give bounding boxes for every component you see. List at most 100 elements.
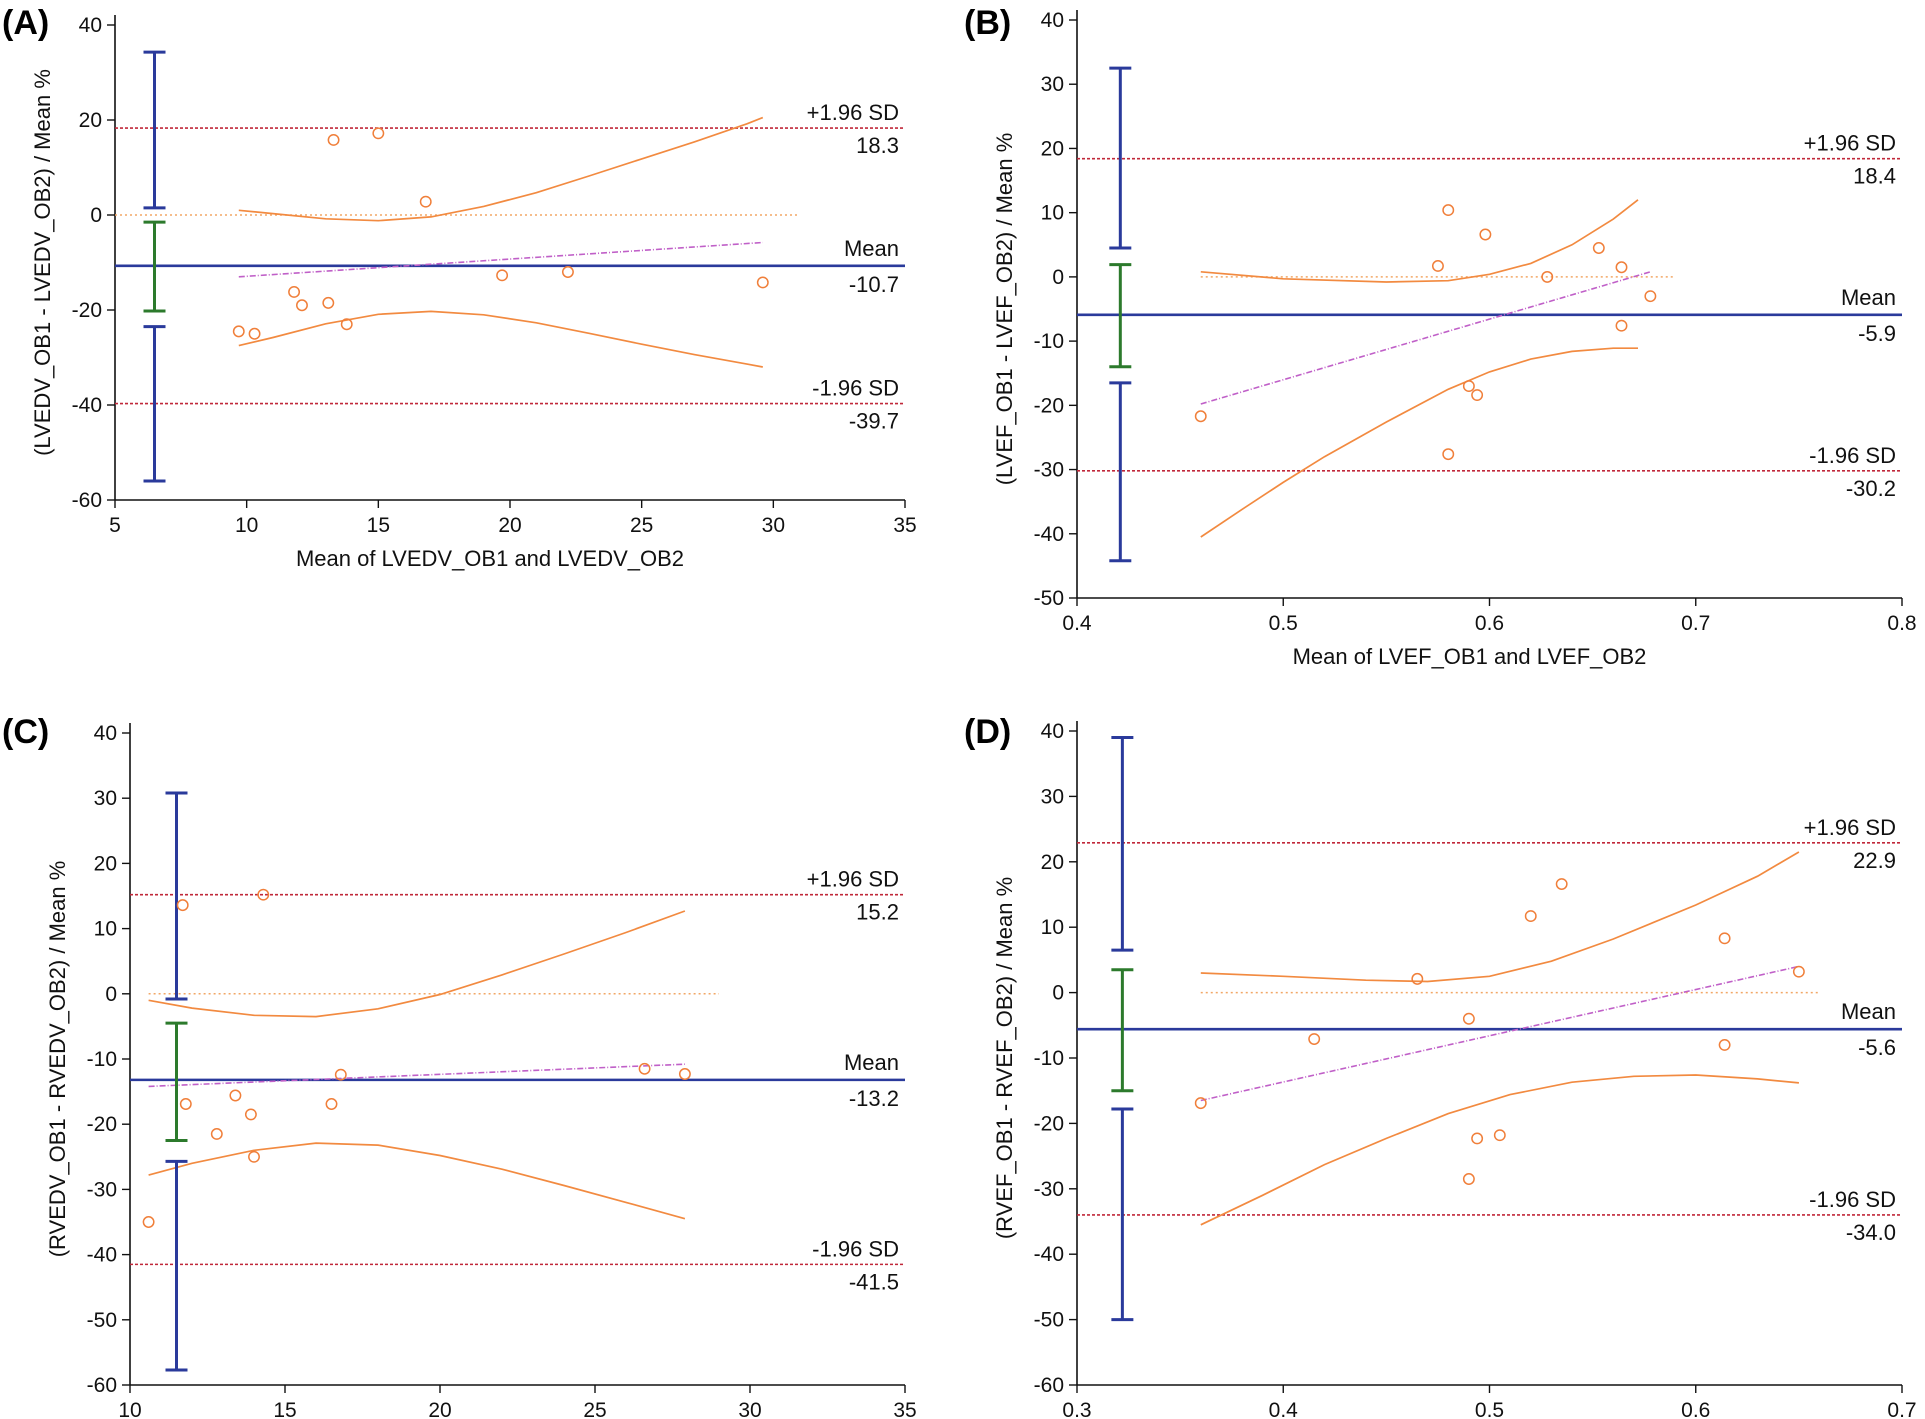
y-tick-label: 20 (1041, 851, 1064, 874)
y-tick-label: -30 (1034, 459, 1064, 482)
y-axis-title: (LVEDV_OB1 - LVEDV_OB2) / Mean % (30, 69, 55, 456)
data-point (1462, 1012, 1475, 1025)
y-tick-label: -40 (87, 1244, 117, 1267)
y-tick-label: -20 (72, 299, 102, 322)
data-point (638, 1062, 651, 1075)
x-tick-label: 35 (893, 514, 916, 537)
y-axis-title: (LVEF_OB1 - LVEF_OB2) / Mean % (992, 133, 1017, 486)
y-tick-label: 0 (1052, 982, 1064, 1005)
regression-line (1200, 271, 1651, 405)
upper-confidence-curve (1200, 851, 1800, 983)
data-point (1592, 242, 1605, 254)
x-tick-label: 0.7 (1681, 612, 1710, 635)
data-point (325, 1098, 338, 1110)
mean-label: Mean (844, 1050, 899, 1075)
x-axis-title: Mean of LVEDV_OB1 and LVEDV_OB2 (296, 546, 684, 571)
mean-value: -5.9 (1858, 321, 1896, 346)
data-point (1792, 965, 1805, 978)
data-point (496, 269, 509, 282)
data-point (372, 127, 385, 140)
data-point (1718, 932, 1731, 945)
y-tick-label: 20 (94, 852, 117, 875)
data-point (327, 134, 340, 146)
y-tick-label: 30 (1041, 73, 1064, 96)
data-point (1479, 228, 1492, 241)
mean-value: -13.2 (849, 1086, 899, 1111)
y-tick-label: 40 (1041, 9, 1064, 32)
x-tick-label: 0.8 (1887, 612, 1916, 635)
y-tick-label: -60 (1034, 1374, 1064, 1397)
y-axis-title: (RVEDV_OB1 - RVEDV_OB2) / Mean % (45, 861, 70, 1258)
y-tick-label: 0 (1052, 266, 1064, 289)
data-point (229, 1089, 242, 1102)
lower-confidence-curve (238, 310, 763, 368)
data-point (248, 1150, 260, 1163)
y-tick-label: -60 (72, 489, 102, 512)
data-point (1442, 204, 1455, 217)
x-tick-label: 10 (118, 1399, 141, 1419)
panel-a: (A) -60 -40 -20 0 20 40 5 10 15 20 25 30 35 Mean of LV… (2, 4, 917, 571)
x-tick-label: 0.7 (1887, 1399, 1916, 1419)
y-tick-label: 40 (94, 722, 117, 745)
x-tick-label: 0.6 (1475, 612, 1504, 635)
x-tick-label: 30 (762, 514, 785, 537)
lower-loa-label: -1.96 SD (1809, 1187, 1896, 1212)
panel-letter: (C) (2, 713, 49, 751)
lower-loa-value: -39.7 (849, 409, 899, 434)
lower-loa-label: -1.96 SD (812, 376, 899, 401)
upper-loa-label: +1.96 SD (807, 100, 899, 125)
x-tick-label: 0.5 (1475, 1399, 1504, 1419)
data-point (340, 318, 353, 331)
data-point (296, 299, 308, 312)
y-tick-label: -20 (1034, 394, 1064, 417)
lower-confidence-curve (1200, 347, 1638, 538)
data-point (334, 1068, 347, 1081)
y-tick-label: -30 (87, 1178, 117, 1201)
data-point (322, 296, 335, 309)
data-point (257, 888, 270, 901)
data-point (1718, 1038, 1731, 1051)
panel-c: (C) -60 -50 -40 -30 -20 -10 0 10 20 30 40 10 15 20 25 30… (2, 713, 917, 1419)
y-tick-label: 30 (94, 787, 117, 810)
y-tick-label: 10 (94, 918, 117, 941)
panel-b: (B) -50 -40 -30 -20 -10 0 10 20 30 40 0.4 0.5 0.6 0.7 0… (964, 4, 1917, 669)
mean-label: Mean (844, 236, 899, 261)
regression-line (1200, 965, 1800, 1102)
x-tick-label: 10 (235, 514, 258, 537)
data-point (1462, 380, 1475, 393)
mean-value: -5.6 (1858, 1035, 1896, 1060)
x-tick-label: 0.4 (1062, 612, 1092, 635)
x-tick-label: 0.4 (1269, 1399, 1299, 1419)
upper-loa-label: +1.96 SD (807, 867, 899, 892)
data-point (1644, 290, 1657, 303)
x-tick-label: 20 (498, 514, 521, 537)
x-tick-label: 25 (583, 1399, 606, 1419)
lower-loa-label: -1.96 SD (1809, 443, 1896, 468)
x-tick-label: 0.3 (1062, 1399, 1091, 1419)
upper-loa-value: 18.3 (856, 133, 899, 158)
y-tick-label: 40 (1041, 720, 1064, 743)
upper-loa-label: +1.96 SD (1804, 815, 1896, 840)
data-point (1462, 1173, 1475, 1185)
x-tick-label: 0.5 (1269, 612, 1298, 635)
x-tick-label: 30 (738, 1399, 761, 1419)
y-axis-title: (RVEF_OB1 - RVEF_OB2) / Mean % (992, 877, 1017, 1239)
data-point (678, 1068, 691, 1080)
lower-loa-label: -1.96 SD (812, 1236, 899, 1261)
data-point (1431, 260, 1444, 272)
y-tick-label: 30 (1041, 785, 1064, 808)
lower-confidence-curve (1200, 1074, 1799, 1226)
y-tick-label: 10 (1041, 916, 1064, 939)
mean-value: -10.7 (849, 272, 899, 297)
data-point (756, 276, 769, 289)
mean-label: Mean (1841, 999, 1896, 1024)
data-point (1524, 910, 1537, 923)
y-tick-label: -50 (87, 1309, 117, 1332)
mean-label: Mean (1841, 285, 1896, 310)
y-tick-label: -60 (87, 1374, 117, 1397)
data-point (1471, 389, 1484, 402)
x-axis-title: Mean of LVEF_OB1 and LVEF_OB2 (1293, 644, 1647, 669)
panel-d: (D) -60 -50 -40 -30 -20 -10 0 10 20 30 40 0.3 0.4 0.5 0… (964, 713, 1917, 1419)
lower-loa-value: -41.5 (849, 1269, 899, 1294)
